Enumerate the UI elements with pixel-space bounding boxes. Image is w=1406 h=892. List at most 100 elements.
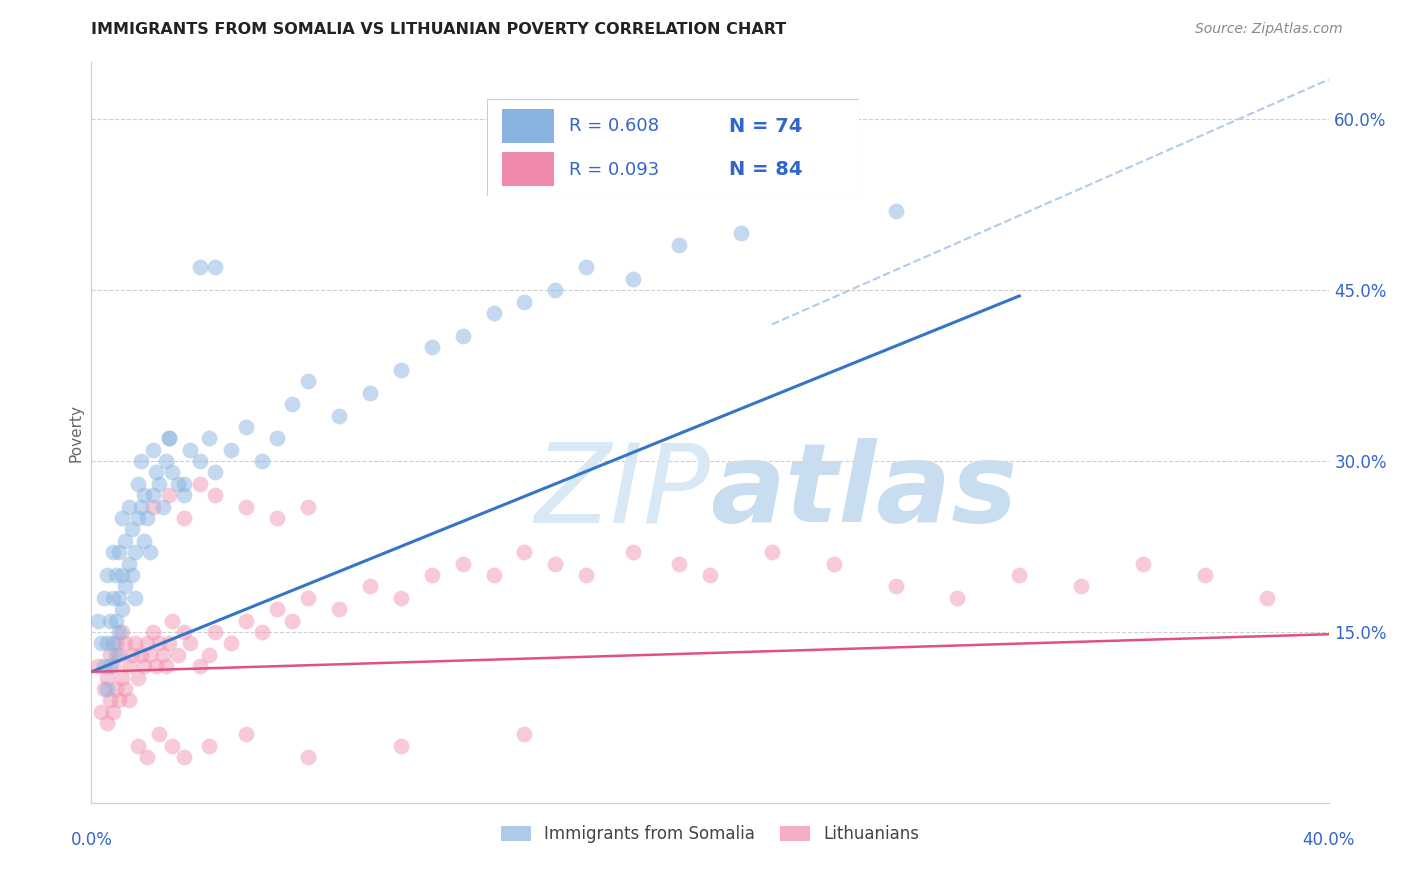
Point bbox=[117, 659, 139, 673]
Point bbox=[111, 671, 134, 685]
Point bbox=[173, 624, 195, 639]
Point bbox=[98, 693, 121, 707]
Point bbox=[544, 557, 567, 571]
Point bbox=[823, 557, 845, 571]
Point bbox=[105, 636, 128, 650]
Point bbox=[108, 591, 131, 605]
Point bbox=[93, 659, 115, 673]
Point bbox=[155, 659, 177, 673]
Point bbox=[108, 624, 131, 639]
Point bbox=[204, 488, 226, 502]
Point bbox=[114, 533, 136, 548]
Point bbox=[297, 750, 319, 764]
Text: Source: ZipAtlas.com: Source: ZipAtlas.com bbox=[1195, 22, 1343, 37]
Point bbox=[482, 306, 505, 320]
Point bbox=[101, 636, 124, 650]
Point bbox=[198, 431, 221, 445]
Point bbox=[328, 602, 350, 616]
Point bbox=[281, 397, 304, 411]
Text: ZIP: ZIP bbox=[534, 438, 710, 545]
Point bbox=[235, 614, 257, 628]
Point bbox=[111, 624, 134, 639]
Point bbox=[105, 568, 128, 582]
Point bbox=[117, 500, 139, 514]
Point bbox=[160, 739, 183, 753]
Point bbox=[266, 431, 288, 445]
Point bbox=[884, 203, 907, 218]
Point bbox=[96, 636, 118, 650]
Point bbox=[90, 636, 112, 650]
Point bbox=[148, 476, 170, 491]
Point bbox=[142, 442, 165, 457]
Point bbox=[132, 659, 155, 673]
Point bbox=[328, 409, 350, 423]
Point bbox=[297, 375, 319, 389]
Point bbox=[114, 636, 136, 650]
Point bbox=[173, 476, 195, 491]
Point bbox=[884, 579, 907, 593]
Point bbox=[761, 545, 783, 559]
Point bbox=[1194, 568, 1216, 582]
Point bbox=[111, 511, 134, 525]
Point bbox=[117, 557, 139, 571]
Point bbox=[173, 511, 195, 525]
Point bbox=[124, 591, 146, 605]
Point bbox=[204, 624, 226, 639]
Point bbox=[946, 591, 969, 605]
Point bbox=[179, 442, 201, 457]
Point bbox=[389, 591, 412, 605]
Point bbox=[96, 671, 118, 685]
Point bbox=[98, 614, 121, 628]
Point bbox=[188, 454, 211, 468]
Point bbox=[86, 614, 108, 628]
Point bbox=[235, 420, 257, 434]
Point bbox=[219, 636, 242, 650]
Point bbox=[136, 636, 159, 650]
Point bbox=[90, 705, 112, 719]
Point bbox=[101, 545, 124, 559]
Point bbox=[188, 659, 211, 673]
Point bbox=[160, 466, 183, 480]
Point bbox=[157, 431, 180, 445]
Point bbox=[188, 476, 211, 491]
Point bbox=[127, 511, 149, 525]
Point bbox=[513, 727, 536, 741]
Point bbox=[142, 488, 165, 502]
Point bbox=[544, 283, 567, 297]
Point bbox=[101, 705, 124, 719]
Point bbox=[420, 340, 443, 354]
Point bbox=[132, 488, 155, 502]
Point bbox=[129, 454, 152, 468]
Point bbox=[198, 739, 221, 753]
Point bbox=[389, 739, 412, 753]
Point bbox=[1070, 579, 1092, 593]
Point bbox=[204, 466, 226, 480]
Point bbox=[1256, 591, 1278, 605]
Point bbox=[136, 750, 159, 764]
Point bbox=[699, 568, 721, 582]
Point bbox=[1132, 557, 1154, 571]
Point bbox=[129, 500, 152, 514]
Point bbox=[124, 545, 146, 559]
Point bbox=[101, 591, 124, 605]
Point bbox=[160, 614, 183, 628]
Point bbox=[105, 681, 128, 696]
Text: 0.0%: 0.0% bbox=[70, 831, 112, 849]
Point bbox=[250, 624, 273, 639]
Point bbox=[420, 568, 443, 582]
Point bbox=[730, 227, 752, 241]
Point bbox=[204, 260, 226, 275]
Point bbox=[152, 648, 174, 662]
Point bbox=[93, 681, 115, 696]
Point bbox=[179, 636, 201, 650]
Point bbox=[266, 602, 288, 616]
Point bbox=[101, 659, 124, 673]
Point bbox=[111, 568, 134, 582]
Point bbox=[152, 500, 174, 514]
Point bbox=[124, 636, 146, 650]
Point bbox=[121, 523, 143, 537]
Point bbox=[250, 454, 273, 468]
Point bbox=[129, 648, 152, 662]
Text: atlas: atlas bbox=[710, 438, 1018, 545]
Point bbox=[96, 716, 118, 731]
